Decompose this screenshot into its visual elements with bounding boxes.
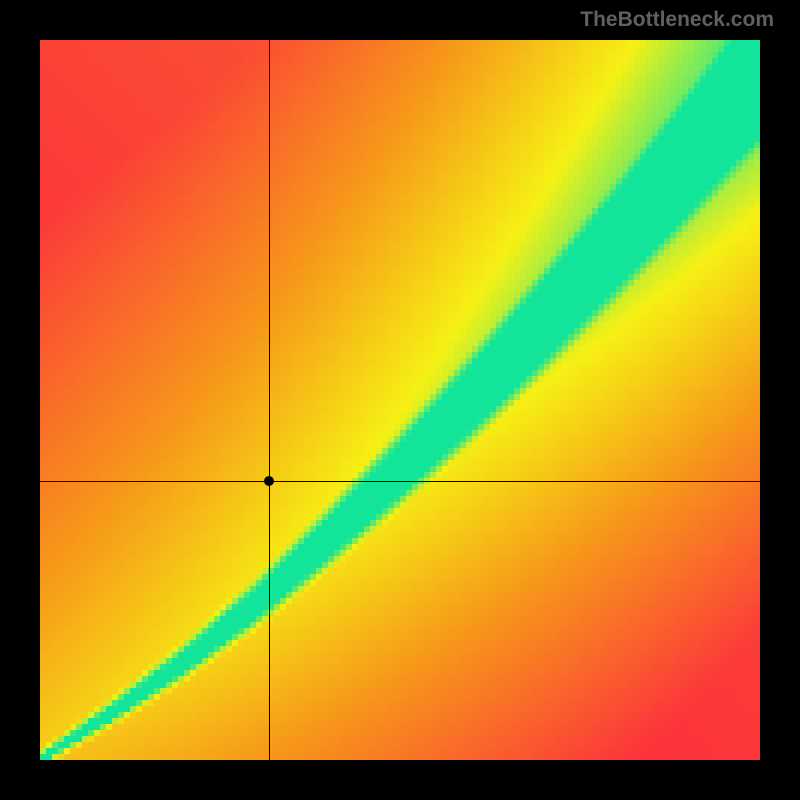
heatmap-plot [40,40,760,760]
watermark-text: TheBottleneck.com [580,8,774,32]
crosshair-horizontal [40,481,760,482]
marker-dot [264,476,274,486]
crosshair-vertical [269,40,270,760]
heatmap-canvas [40,40,760,760]
